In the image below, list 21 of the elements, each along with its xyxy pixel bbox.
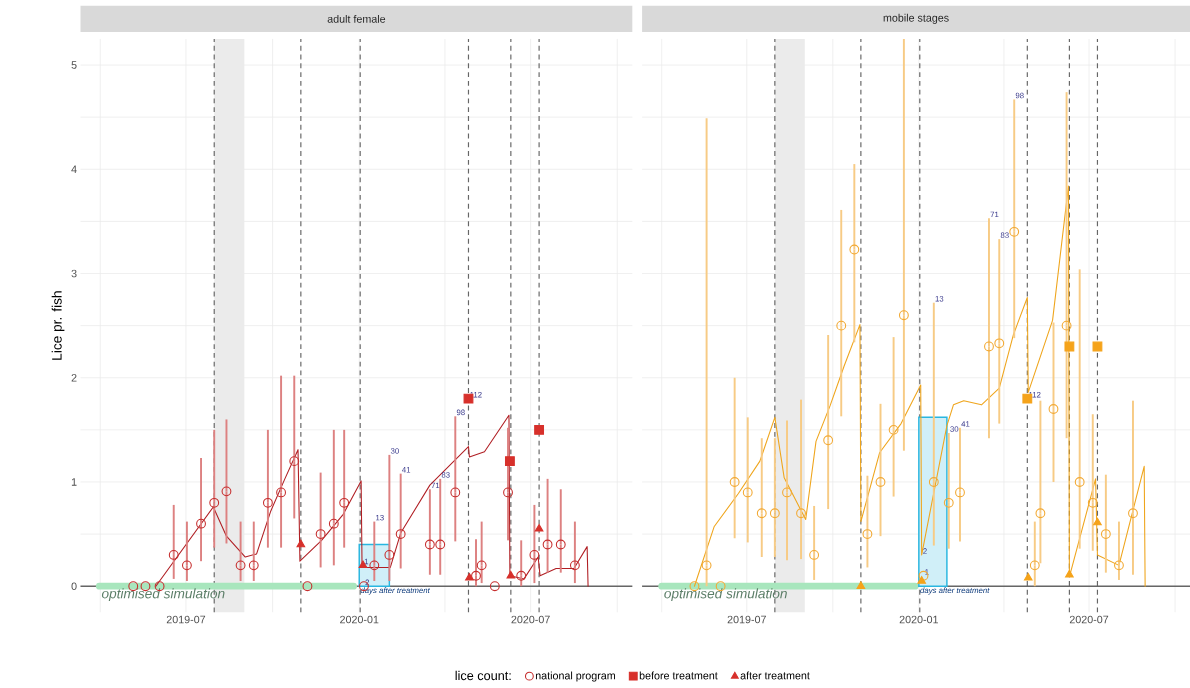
y-tick-label: 1 — [71, 478, 77, 486]
x-tick-label: 2020-01 — [340, 615, 379, 624]
series-label: optimised simulation — [664, 588, 787, 601]
y-tick-label: 0 — [71, 582, 77, 590]
y-axis-title: Lice pr. fish — [51, 291, 65, 360]
y-tick-label: 2 — [71, 373, 77, 382]
x-tick-label: 2020-07 — [1069, 615, 1109, 624]
chart-title: adult female — [327, 14, 386, 23]
legend-label: after treatment — [740, 671, 810, 680]
legend-title: lice count: — [455, 670, 511, 680]
x-tick-label: 2019-07 — [727, 615, 766, 624]
y-tick-label: 4 — [71, 165, 77, 173]
chart-title: mobile stages — [883, 13, 949, 24]
y-tick-label: 5 — [71, 61, 77, 69]
x-tick-label: 2019-07 — [166, 615, 206, 624]
legend-label: before treatment — [639, 671, 718, 680]
series-label: optimised simulation — [101, 588, 225, 601]
y-tick-label: 3 — [71, 269, 77, 278]
legend-label: national program — [535, 671, 615, 682]
x-tick-label: 2020-01 — [899, 615, 938, 624]
x-tick-label: 2020-07 — [511, 615, 550, 624]
